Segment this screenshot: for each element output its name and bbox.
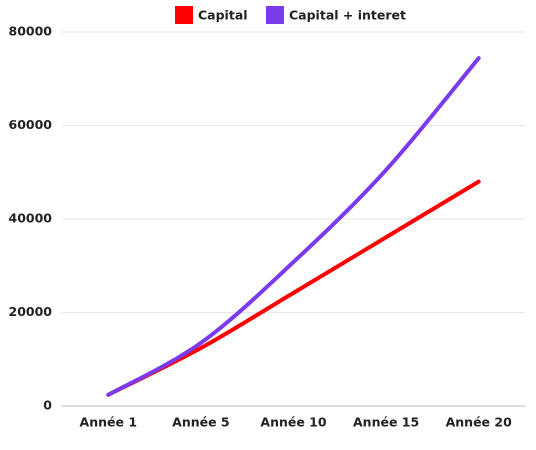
x-tick-label: Année 10 xyxy=(260,415,326,430)
y-tick-label: 60000 xyxy=(9,117,53,132)
legend-swatch xyxy=(266,6,284,24)
x-tick-label: Année 1 xyxy=(80,415,137,430)
y-tick-label: 80000 xyxy=(9,24,53,39)
y-tick-label: 40000 xyxy=(9,211,53,226)
x-tick-label: Année 5 xyxy=(172,415,229,430)
y-tick-label: 0 xyxy=(43,398,52,413)
series-line xyxy=(106,179,481,397)
x-tick-label: Année 15 xyxy=(353,415,419,430)
legend-swatch xyxy=(175,6,193,24)
x-tick-label: Année 20 xyxy=(446,415,512,430)
legend-label: Capital + interet xyxy=(289,8,406,23)
y-tick-label: 20000 xyxy=(9,304,53,319)
series-line xyxy=(106,56,481,397)
legend-label: Capital xyxy=(198,8,248,23)
